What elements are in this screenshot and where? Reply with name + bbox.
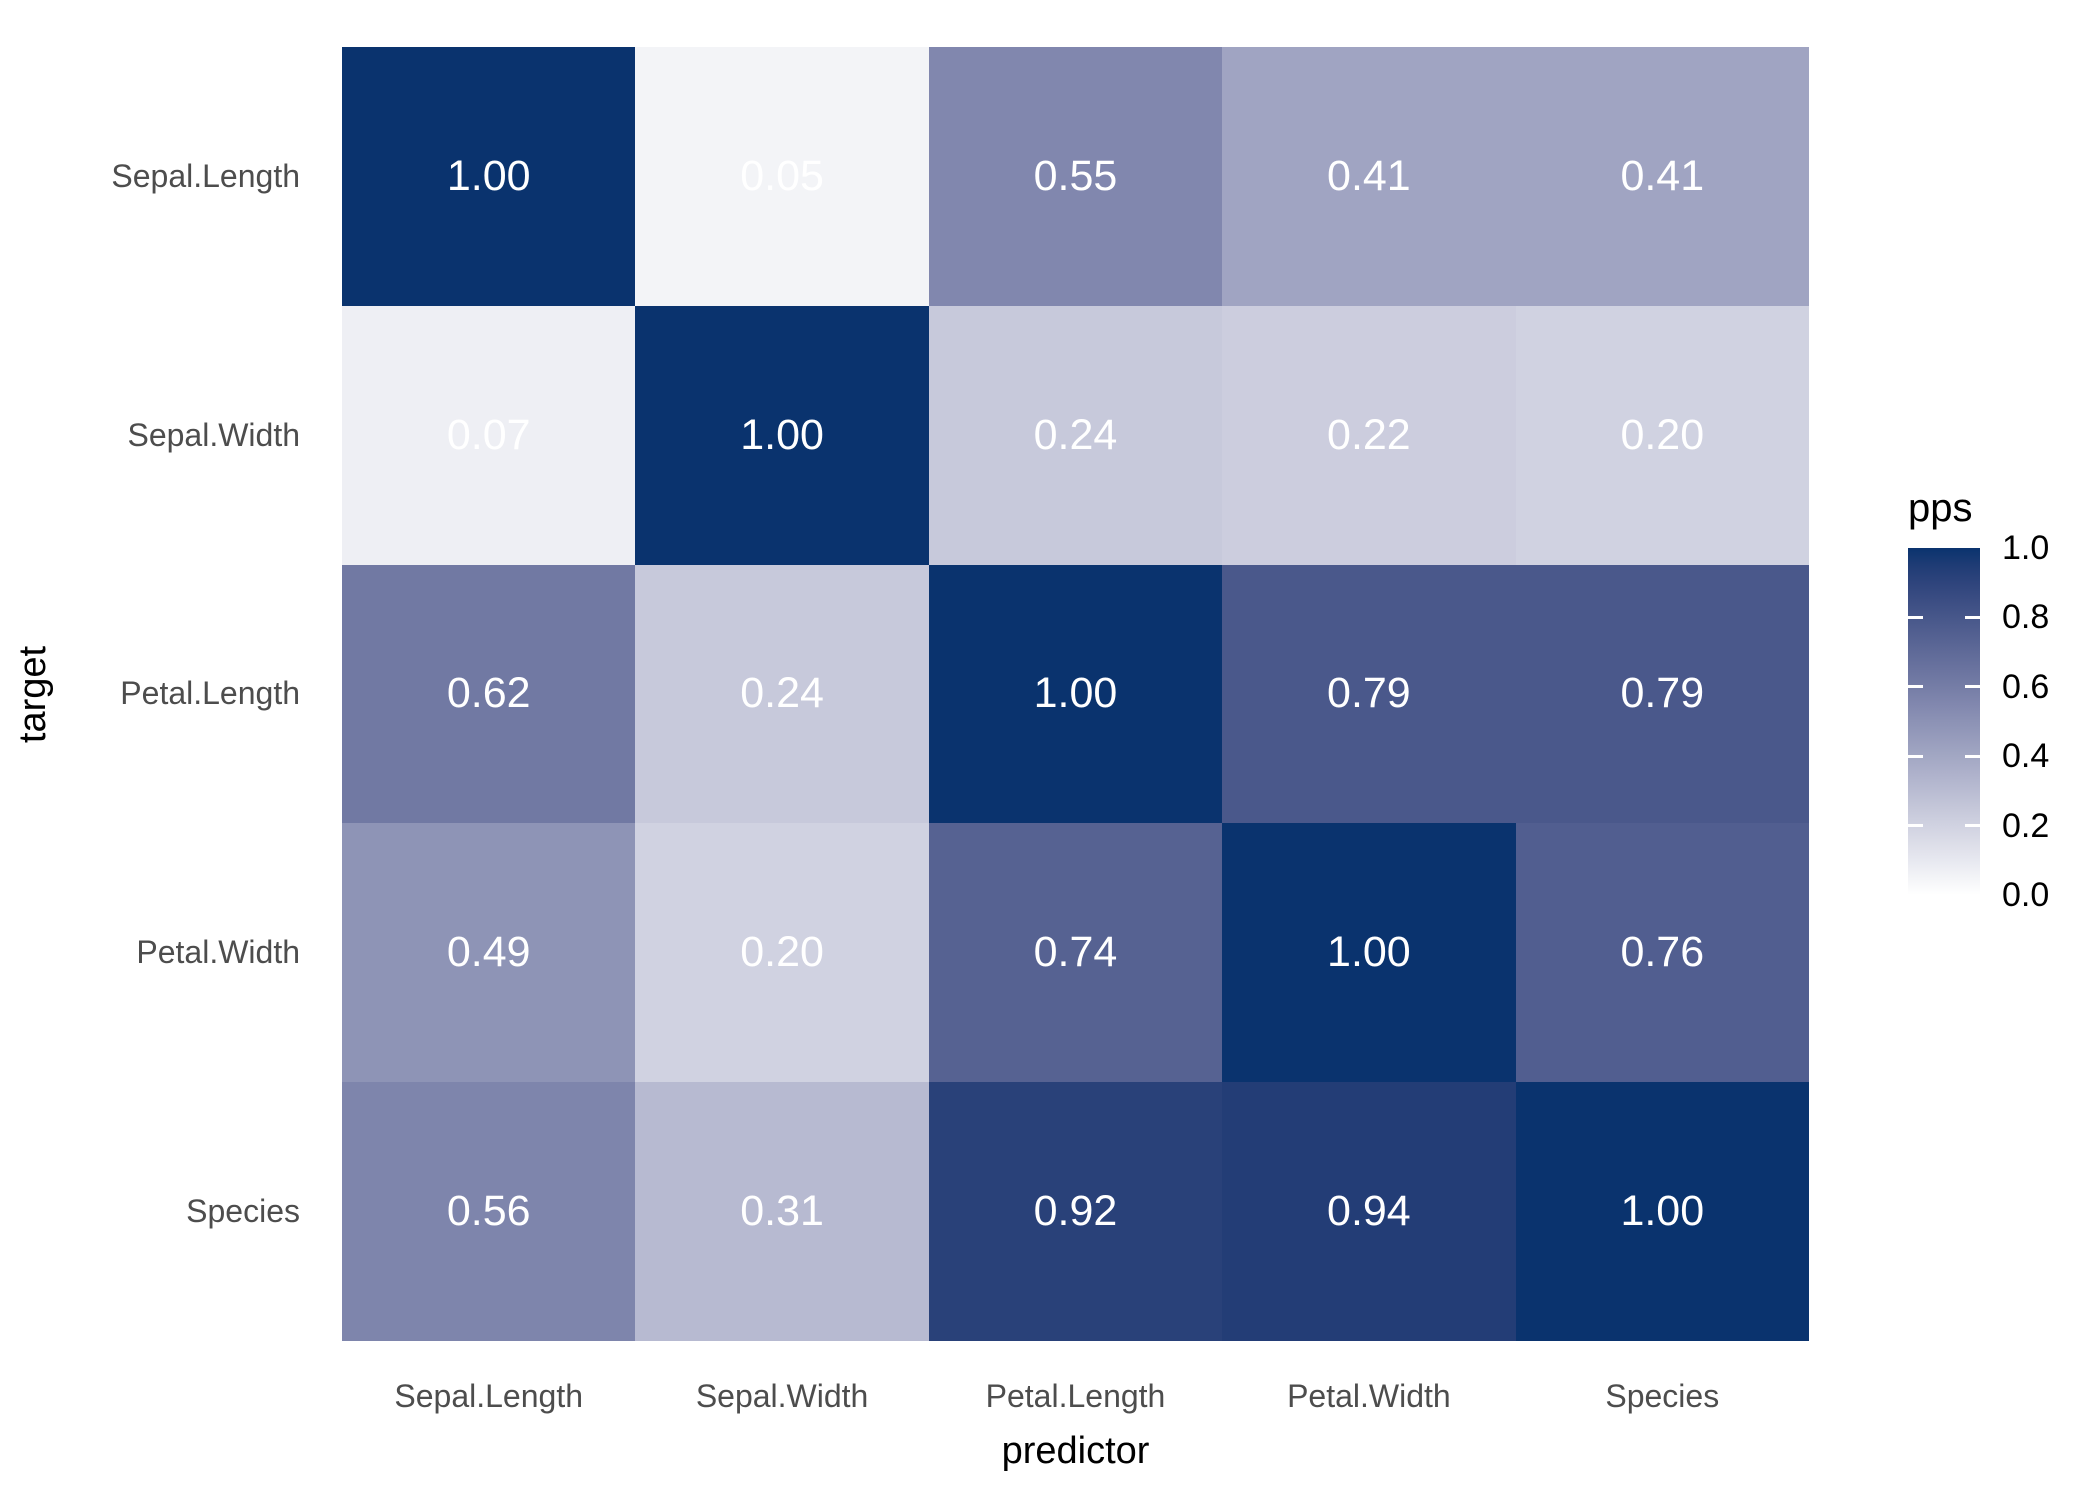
cell-value: 0.76 — [1620, 928, 1705, 977]
cell-value: 0.62 — [446, 669, 531, 718]
cell-value: 0.41 — [1620, 151, 1705, 200]
cell-value: 0.31 — [740, 1187, 824, 1236]
cell-value: 0.24 — [1033, 410, 1118, 459]
cell-value: 0.49 — [446, 928, 531, 977]
heatmap-cell: 0.31 — [635, 1082, 929, 1341]
heatmap-cell: 0.62 — [342, 564, 636, 824]
legend-tick-label: 0.6 — [2002, 667, 2050, 706]
y-axis-label: Petal.Width — [136, 934, 300, 971]
cell-value: 0.55 — [1033, 151, 1118, 200]
legend-colorbar — [1908, 548, 1980, 895]
heatmap-cell: 1.00 — [635, 305, 929, 565]
cell-value: 0.79 — [1620, 669, 1705, 718]
heatmap-cell: 0.79 — [1222, 564, 1516, 824]
heatmap-cell: 0.56 — [342, 1082, 636, 1341]
cell-value: 0.92 — [1033, 1187, 1118, 1236]
cell-value: 0.79 — [1327, 669, 1411, 718]
legend-tick-label: 0.0 — [2002, 876, 2050, 914]
legend-tick-mark — [1908, 754, 1923, 758]
heatmap-cell: 0.76 — [1515, 823, 1809, 1083]
legend-tick-label: 0.2 — [2002, 806, 2050, 845]
heatmap-cell: 1.00 — [1222, 823, 1516, 1083]
heatmap-cell: 1.00 — [928, 564, 1223, 824]
cell-value: 0.07 — [446, 410, 531, 459]
cell-value: 0.20 — [1620, 410, 1705, 459]
cell-value: 1.00 — [1033, 669, 1118, 718]
y-axis-label: Petal.Length — [120, 675, 300, 712]
cell-value: 0.24 — [740, 669, 824, 718]
heatmap-cell: 0.94 — [1222, 1082, 1516, 1341]
y-axis-label: Sepal.Width — [127, 416, 300, 453]
x-axis-label: Petal.Width — [1287, 1377, 1451, 1414]
heatmap-cell: 0.20 — [635, 823, 929, 1083]
legend-tick-mark — [1965, 754, 1980, 758]
cell-value: 0.05 — [740, 151, 824, 200]
cell-value: 1.00 — [740, 410, 824, 459]
x-axis-labels: Sepal.Length Sepal.Width Petal.Length Petal… — [342, 1374, 1809, 1418]
heatmap-panel: 1.00 0.05 0.55 0.41 0.41 0.07 1.00 0.24 0.22 0.20… — [342, 47, 1809, 1341]
y-axis-label: Species — [186, 1193, 300, 1230]
cell-value: 1.00 — [1620, 1187, 1705, 1236]
legend-tick-label: 1.0 — [2002, 529, 2050, 567]
x-axis-title: predictor — [1001, 1430, 1150, 1472]
heatmap-cell: 0.55 — [928, 47, 1223, 306]
y-axis-title-wrap: target — [4, 47, 64, 1341]
legend-tick-mark — [1908, 615, 1923, 619]
legend-title: pps — [1908, 486, 1973, 530]
heatmap-cell: 0.22 — [1222, 305, 1516, 565]
heatmap-cell: 0.49 — [342, 823, 636, 1083]
cell-value: 0.41 — [1327, 151, 1411, 200]
y-axis-label: Sepal.Length — [111, 157, 300, 194]
x-axis-label: Petal.Length — [985, 1377, 1166, 1414]
legend-tick-label: 0.8 — [2002, 598, 2050, 637]
cell-value: 1.00 — [446, 151, 531, 200]
heatmap-cell: 0.20 — [1515, 305, 1809, 565]
y-axis-labels: Sepal.Length Sepal.Width Petal.Length Petal… — [0, 47, 300, 1341]
legend-tick-mark — [1965, 824, 1980, 828]
heatmap-cell: 1.00 — [1515, 1082, 1809, 1341]
x-axis-label: Sepal.Length — [394, 1377, 583, 1414]
heatmap-cell: 1.00 — [342, 47, 636, 306]
heatmap-cell: 0.74 — [928, 823, 1223, 1083]
heatmap-cell: 0.92 — [928, 1082, 1223, 1341]
cell-value: 0.94 — [1327, 1187, 1411, 1236]
y-axis-title: target — [12, 645, 55, 743]
cell-value: 0.20 — [740, 928, 824, 977]
cell-value: 0.74 — [1033, 928, 1118, 977]
cell-value: 1.00 — [1327, 928, 1411, 977]
heatmap-cell: 0.05 — [635, 47, 929, 306]
x-axis-label: Species — [1605, 1377, 1720, 1414]
legend-tick-mark — [1908, 824, 1923, 828]
x-axis-label: Sepal.Width — [695, 1377, 869, 1414]
heatmap-cell: 0.79 — [1515, 564, 1809, 824]
legend-tick-mark — [1965, 615, 1980, 619]
legend-tick-label: 0.4 — [2002, 737, 2050, 776]
heatmap-cell: 0.24 — [928, 305, 1223, 565]
legend-tick-mark — [1908, 685, 1923, 689]
heatmap-cell: 0.07 — [342, 305, 636, 565]
cell-value: 0.56 — [446, 1187, 531, 1236]
heatmap-cell: 0.24 — [635, 564, 929, 824]
heatmap-cell: 0.41 — [1515, 47, 1809, 306]
cell-value: 0.22 — [1327, 410, 1411, 459]
heatmap-cell: 0.41 — [1222, 47, 1516, 306]
legend-tick-mark — [1965, 685, 1980, 689]
